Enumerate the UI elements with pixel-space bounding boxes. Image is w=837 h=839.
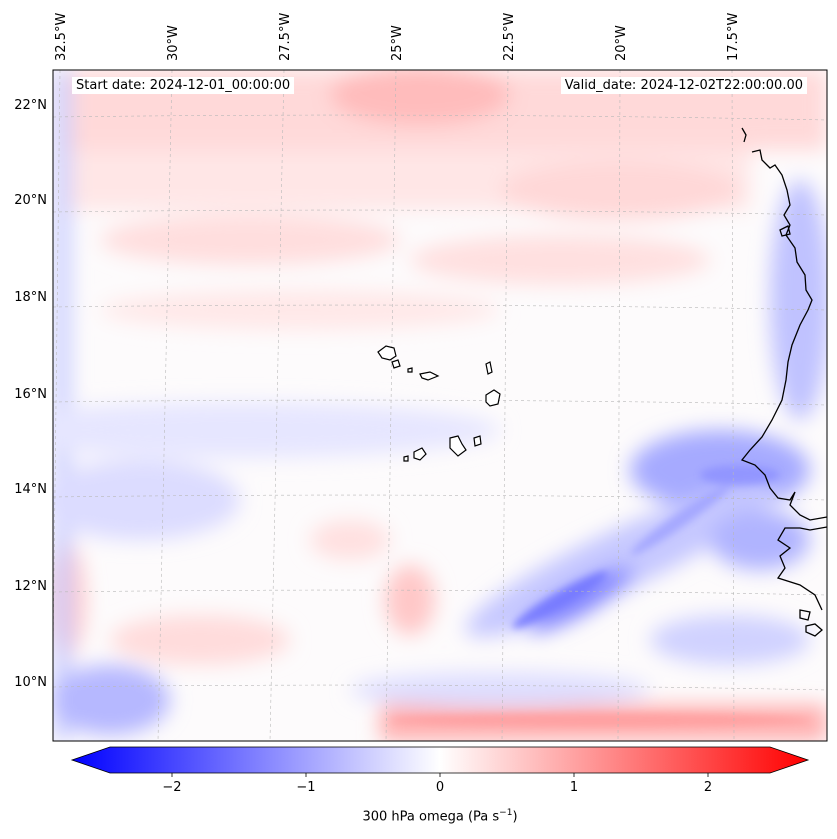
map-frame	[52, 69, 828, 742]
lat-label-14n: 14°N	[14, 482, 47, 497]
colorbar-tick-neg1: −1	[296, 780, 316, 795]
lon-label-20w: 20°W	[614, 25, 629, 61]
lat-label-22n: 22°N	[14, 98, 47, 113]
lon-label-30w: 30°W	[166, 25, 181, 61]
colorbar-label-end: )	[512, 809, 518, 825]
colorbar-tick-1: 1	[569, 780, 579, 795]
lon-label-17.5w: 17.5°W	[726, 12, 741, 61]
colorbar-label-sup: −1	[499, 808, 513, 818]
coastline	[740, 127, 827, 637]
cape-verde-islands	[377, 345, 501, 462]
lat-label-10n: 10°N	[14, 675, 47, 690]
colorbar-tick-marks	[171, 773, 709, 777]
lat-label-16n: 16°N	[14, 387, 47, 402]
valid-date-label: Valid_date: 2024-12-02T22:00:00.00	[560, 77, 807, 94]
lon-label-22.5w: 22.5°W	[502, 12, 517, 61]
lon-label-25w: 25°W	[390, 25, 405, 61]
colorbar-tick-0: 0	[435, 780, 445, 795]
colorbar-label: 300 hPa omega (Pa s−1)	[362, 808, 517, 824]
omega-field	[53, 70, 827, 741]
colorbar-label-main: 300 hPa omega (Pa s	[362, 809, 500, 825]
colorbar-tick-neg2: −2	[162, 780, 182, 795]
colorbar-tick-2: 2	[703, 780, 713, 795]
start-date-label: Start date: 2024-12-01_00:00:00	[72, 77, 295, 94]
colorbar-bar	[70, 746, 810, 774]
lon-label-32.5w: 32.5°W	[54, 12, 69, 61]
lat-label-18n: 18°N	[14, 290, 47, 305]
lat-label-12n: 12°N	[14, 579, 47, 594]
gridlines	[53, 70, 827, 741]
lat-label-20n: 20°N	[14, 193, 47, 208]
colorbar	[70, 746, 810, 777]
lon-label-27.5w: 27.5°W	[278, 12, 293, 61]
